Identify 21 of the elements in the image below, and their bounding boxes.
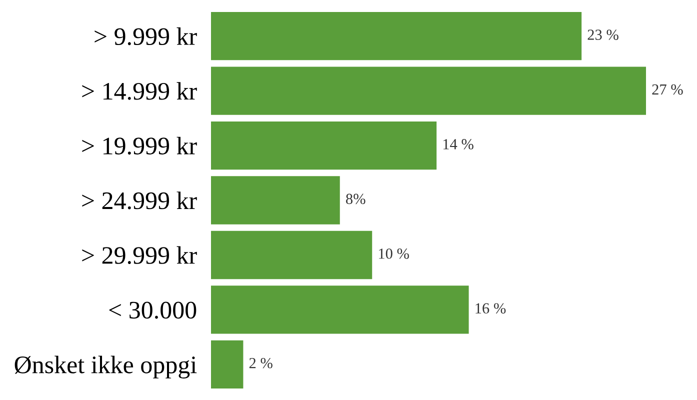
data-label: 16 %	[476, 303, 506, 314]
data-label: 27 %	[652, 84, 683, 95]
data-label: 10 %	[379, 248, 409, 259]
y-tick-label: < 30.000	[109, 302, 196, 319]
y-tick-label: Ønsket ikke oppgi	[14, 356, 197, 378]
data-label: 23 %	[588, 30, 618, 40]
y-tick-label: > 29.999 kr	[82, 246, 197, 264]
y-tick-label: > 9.999 kr	[94, 27, 197, 46]
y-tick-label: > 19.999 kr	[82, 136, 197, 155]
bar	[211, 121, 437, 170]
data-label: 14 %	[443, 139, 474, 150]
y-tick-label: > 24.999 kr	[82, 192, 197, 210]
data-label: 8%	[346, 194, 366, 204]
bar	[211, 66, 646, 115]
bar	[211, 286, 469, 334]
data-label: 2 %	[249, 358, 272, 368]
bar	[211, 340, 244, 389]
bar	[211, 230, 372, 280]
y-tick-label: > 14.999 kr	[82, 82, 197, 100]
bar	[211, 176, 340, 224]
bar	[211, 12, 582, 60]
